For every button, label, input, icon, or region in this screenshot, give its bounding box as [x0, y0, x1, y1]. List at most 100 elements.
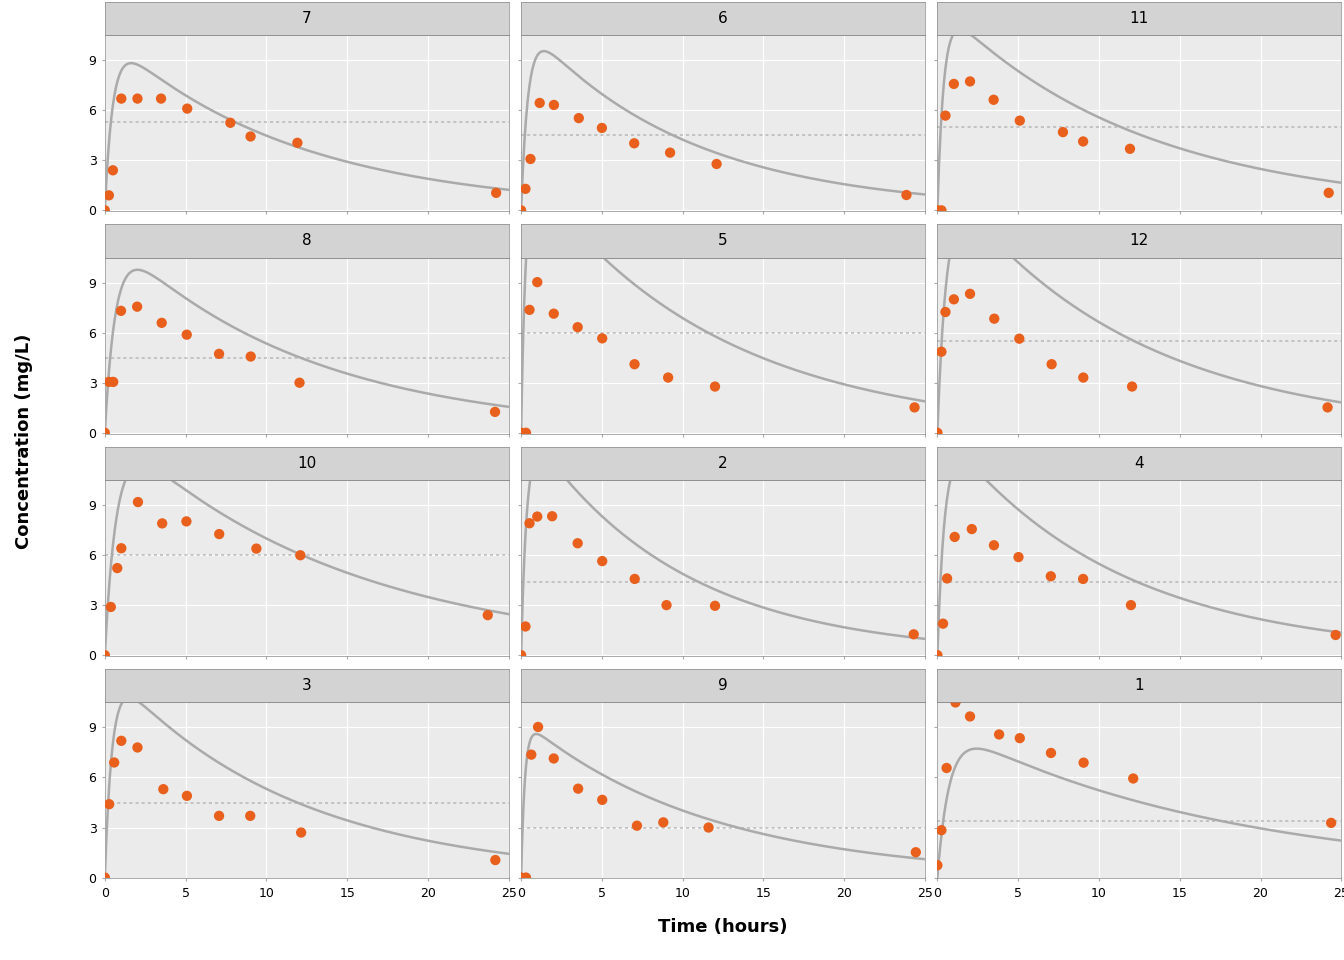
Point	[698, 820, 719, 835]
Point	[1317, 399, 1339, 415]
Point	[241, 348, 262, 364]
Point	[289, 547, 310, 563]
Point	[1008, 549, 1030, 564]
Text: 8: 8	[302, 233, 312, 249]
Point	[624, 356, 645, 372]
Point	[527, 275, 548, 290]
Point	[485, 185, 507, 201]
Point	[98, 374, 120, 390]
Point	[94, 425, 116, 441]
Point	[176, 101, 198, 116]
Point	[961, 521, 982, 537]
Text: 3: 3	[302, 679, 312, 693]
Point	[542, 509, 563, 524]
Point	[1009, 113, 1031, 129]
Point	[527, 509, 548, 524]
Point	[289, 375, 310, 391]
Point	[1120, 597, 1141, 612]
Point	[176, 788, 198, 804]
Point	[984, 311, 1005, 326]
Point	[530, 95, 551, 110]
Text: Time (hours): Time (hours)	[659, 918, 788, 936]
Point	[515, 619, 536, 635]
Point	[567, 320, 589, 335]
Point	[930, 344, 952, 359]
Text: 5: 5	[718, 233, 728, 249]
Point	[208, 808, 230, 824]
Point	[543, 751, 564, 766]
Point	[960, 286, 981, 301]
Point	[151, 315, 172, 330]
Point	[485, 852, 507, 868]
Point	[543, 306, 564, 322]
Point	[239, 129, 261, 144]
Point	[937, 571, 958, 587]
Point	[934, 304, 956, 320]
Point	[153, 781, 175, 797]
Point	[543, 97, 564, 112]
Text: 6: 6	[718, 12, 728, 26]
Point	[657, 370, 679, 385]
Point	[106, 561, 128, 576]
Point	[567, 536, 589, 551]
Point	[1009, 731, 1031, 746]
Point	[935, 760, 957, 776]
Point	[126, 299, 148, 314]
Point	[484, 404, 505, 420]
Point	[103, 755, 125, 770]
Point	[102, 374, 124, 390]
Point	[519, 516, 540, 531]
Point	[704, 598, 726, 613]
Text: 12: 12	[1130, 233, 1149, 249]
Point	[624, 571, 645, 587]
Point	[520, 747, 542, 762]
Point	[1040, 745, 1062, 760]
Point	[527, 719, 548, 734]
Point	[246, 540, 267, 556]
Point	[520, 152, 542, 167]
Point	[930, 203, 952, 218]
Point	[704, 379, 726, 395]
Point	[926, 647, 948, 662]
Point	[176, 327, 198, 343]
Point	[110, 91, 132, 107]
Point	[110, 303, 132, 319]
Point	[94, 870, 116, 885]
Point	[895, 187, 917, 203]
Point	[982, 92, 1004, 108]
Point	[988, 727, 1009, 742]
Point	[286, 135, 308, 151]
Point	[94, 203, 116, 218]
Point	[110, 540, 132, 556]
Point	[943, 529, 965, 544]
Point	[1073, 571, 1094, 587]
Point	[591, 553, 613, 568]
Point	[219, 115, 241, 131]
Point	[943, 292, 965, 307]
Point	[1052, 125, 1074, 140]
Point	[110, 733, 132, 749]
Point	[656, 597, 677, 612]
Point	[706, 156, 727, 172]
Point	[126, 740, 148, 756]
Point	[239, 808, 261, 824]
Point	[1318, 185, 1340, 201]
Text: Concentration (mg/L): Concentration (mg/L)	[15, 334, 34, 549]
Point	[1320, 815, 1341, 830]
Point	[176, 514, 198, 529]
Point	[984, 538, 1005, 553]
Point	[945, 695, 966, 710]
Point	[903, 399, 925, 415]
Point	[960, 708, 981, 724]
Point	[933, 616, 954, 632]
Point	[1122, 771, 1144, 786]
Point	[1073, 755, 1094, 770]
Point	[1073, 133, 1094, 149]
Text: 1: 1	[1134, 679, 1144, 693]
Point	[515, 425, 536, 441]
Point	[290, 825, 312, 840]
Point	[94, 647, 116, 662]
Point	[569, 110, 590, 126]
Point	[515, 870, 536, 885]
Point	[1040, 568, 1062, 584]
